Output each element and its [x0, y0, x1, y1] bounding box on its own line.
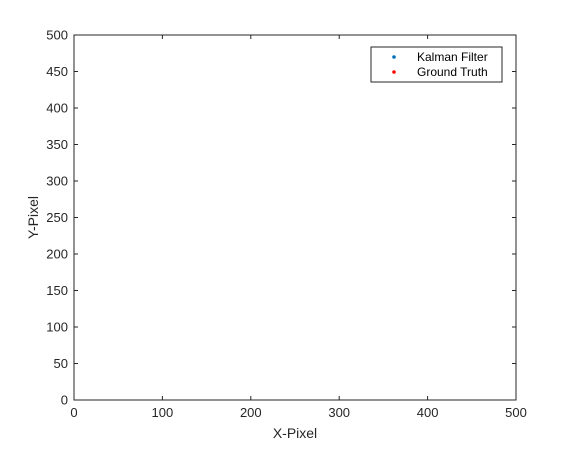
x-tick-label: 400 — [417, 405, 439, 420]
y-tick-label: 400 — [46, 101, 68, 116]
plot-area — [73, 34, 517, 401]
x-tick-label: 500 — [505, 405, 527, 420]
y-tick-label: 150 — [46, 283, 68, 298]
y-tick-label: 450 — [46, 64, 68, 79]
y-tick-label: 250 — [46, 210, 68, 225]
x-tick-label: 200 — [240, 405, 262, 420]
y-tick-label: 500 — [46, 28, 68, 43]
x-tick-label: 100 — [152, 405, 174, 420]
x-axis-label: X-Pixel — [273, 425, 317, 441]
legend-marker — [392, 55, 396, 59]
legend-entry: Kalman Filter — [417, 50, 488, 64]
y-tick-label: 300 — [46, 174, 68, 189]
x-tick-label: 300 — [328, 405, 350, 420]
y-tick-label: 50 — [54, 356, 68, 371]
y-axis-label: Y-Pixel — [25, 196, 41, 239]
y-tick-label: 200 — [46, 247, 68, 262]
legend-box — [370, 46, 503, 83]
x-tick-label: 0 — [70, 405, 77, 420]
legend-entry: Ground Truth — [417, 65, 488, 79]
y-tick-label: 0 — [61, 393, 68, 408]
y-tick-label: 350 — [46, 137, 68, 152]
legend-marker — [392, 70, 396, 74]
y-tick-label: 100 — [46, 320, 68, 335]
